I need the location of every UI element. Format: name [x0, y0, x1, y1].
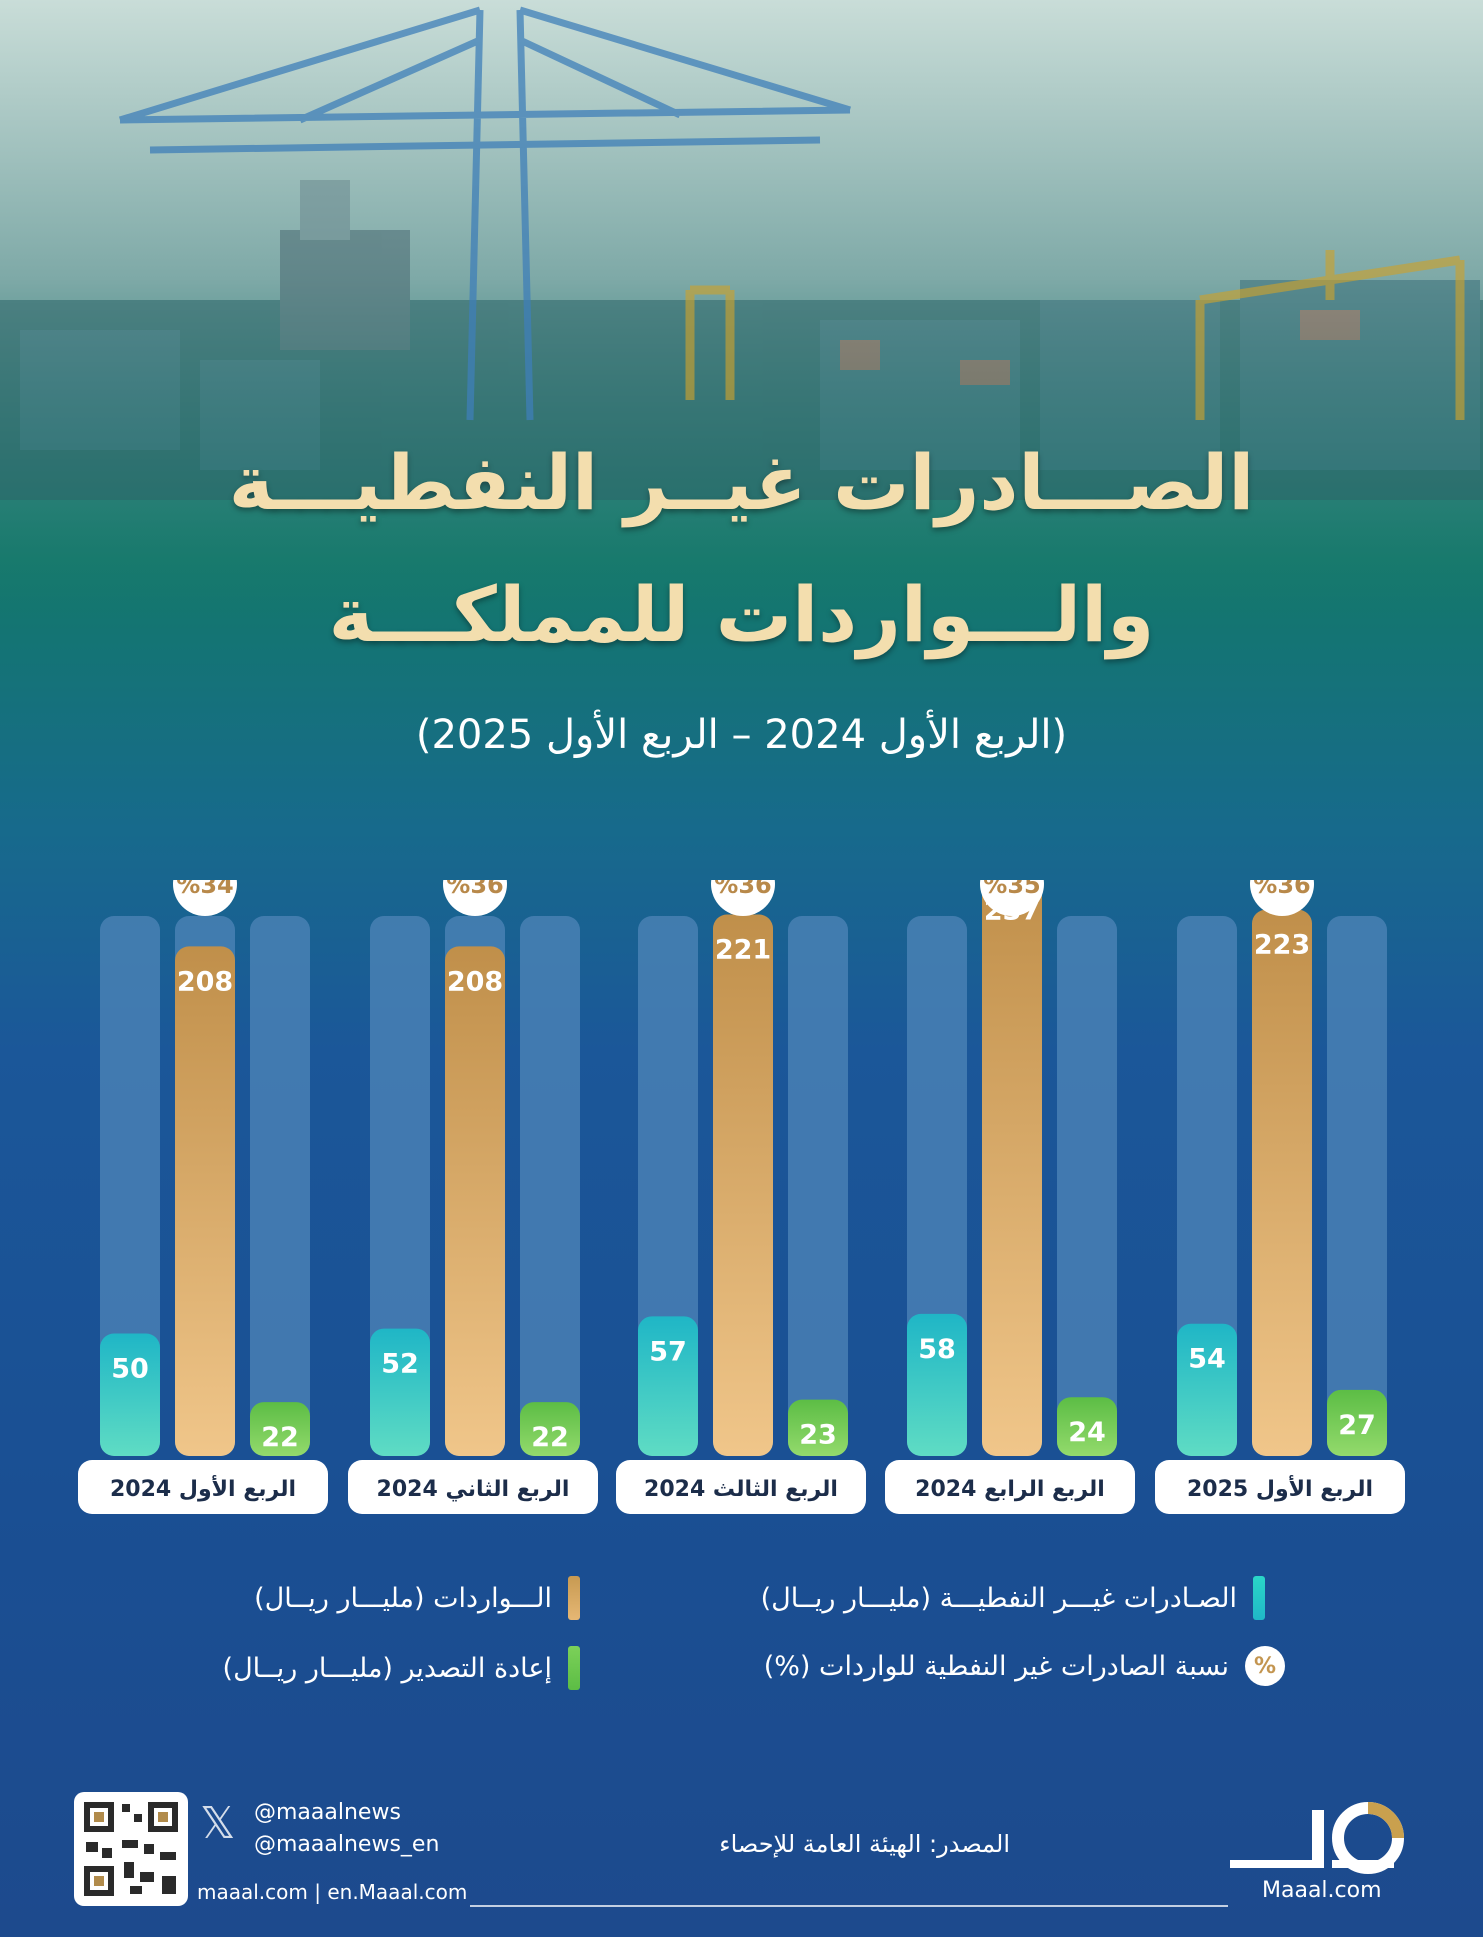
bar-reexports — [250, 1402, 310, 1456]
handle-ar[interactable]: @maaalnews — [254, 1800, 401, 1825]
category-pill — [78, 1460, 328, 1514]
data-label-reexports: 22 — [261, 1422, 299, 1453]
ratio-badge — [980, 880, 1044, 916]
port-background-illustration — [0, 0, 1483, 620]
title-line-2: والـــواردات للمملكـــة — [328, 570, 1155, 659]
bar-track — [1327, 916, 1387, 1456]
ratio-badge — [711, 880, 775, 916]
bar-track — [520, 916, 580, 1456]
footer-divider — [470, 1905, 1228, 1907]
legend-exports-label: الصـادرات غيـــر النفطيـــة (مليـــار ري… — [760, 1582, 1237, 1614]
bar-imports — [713, 914, 773, 1456]
data-label-imports: 208 — [447, 966, 503, 997]
bar-exports — [907, 1313, 967, 1456]
category-pill — [1155, 1460, 1405, 1514]
category-pill — [885, 1460, 1135, 1514]
bar-imports — [1252, 909, 1312, 1456]
data-label-reexports: 27 — [1338, 1410, 1376, 1441]
data-label-exports: 52 — [381, 1349, 419, 1380]
ratio-badge — [173, 880, 237, 916]
legend-ratio: % نسبة الصادرات غير النفطية للواردات (%) — [740, 1646, 1285, 1686]
ratio-badge — [1250, 880, 1314, 916]
bar-imports — [982, 880, 1042, 1456]
legend-imports-label: الـــواردات (مليـــار ريــال) — [254, 1582, 552, 1614]
bar-track — [370, 916, 430, 1456]
data-label-exports: 57 — [649, 1336, 687, 1367]
ratio-label: %36 — [1253, 880, 1310, 899]
category-pill — [348, 1460, 598, 1514]
ratio-badge — [443, 880, 507, 916]
bar-reexports — [1327, 1389, 1387, 1456]
legend-imports-swatch — [568, 1576, 580, 1620]
bar-exports — [1177, 1323, 1237, 1456]
data-label-imports: 223 — [1254, 930, 1310, 961]
legend-exports-swatch — [1253, 1576, 1265, 1620]
data-label-exports: 50 — [111, 1354, 149, 1385]
data-label-exports: 54 — [1188, 1344, 1226, 1375]
bar-reexports — [520, 1402, 580, 1456]
category-label: الربع الثاني 2024 — [377, 1477, 570, 1502]
data-label-imports: 208 — [177, 966, 233, 997]
bar-exports — [370, 1328, 430, 1456]
legend-reexports: إعادة التصدير (مليـــار ريــال) — [220, 1646, 580, 1690]
bar-track — [250, 916, 310, 1456]
category-label: الربع الأول 2024 — [110, 1474, 296, 1502]
bar-track — [1057, 916, 1117, 1456]
bar-exports — [100, 1333, 160, 1456]
data-label-reexports: 24 — [1068, 1417, 1106, 1448]
legend-reexports-label: إعادة التصدير (مليـــار ريــال) — [222, 1652, 552, 1684]
bar-track — [1177, 916, 1237, 1456]
bar-imports — [445, 946, 505, 1456]
maaal-logo-icon — [1230, 1802, 1404, 1874]
ratio-label: %36 — [714, 880, 771, 899]
title-line-1: الصـــادرات غيــر النفطيـــة — [228, 438, 1255, 527]
bar-reexports — [1057, 1397, 1117, 1456]
bar-chart: 50 208 22 %34 الربع الأول 2024 52 208 22 %36 الرب… — [78, 880, 1405, 1514]
bar-exports — [638, 1316, 698, 1456]
category-label: الربع الرابع 2024 — [915, 1477, 1105, 1502]
x-logo-icon: 𝕏 — [200, 1798, 236, 1849]
data-label-exports: 58 — [918, 1334, 956, 1365]
data-label-reexports: 23 — [799, 1420, 837, 1451]
source-note: المصدر: الهيئة العامة للإحصاء — [719, 1830, 1010, 1858]
bar-reexports — [788, 1399, 848, 1456]
data-label-reexports: 22 — [531, 1422, 569, 1453]
legend-exports: الصـادرات غيـــر النفطيـــة (مليـــار ري… — [740, 1576, 1265, 1620]
legend-ratio-label: نسبة الصادرات غير النفطية للواردات (%) — [763, 1650, 1229, 1682]
legend-imports: الـــواردات (مليـــار ريــال) — [220, 1576, 580, 1620]
ratio-label: %35 — [983, 880, 1040, 899]
site-links[interactable]: maaal.com | en.Maaal.com — [197, 1880, 468, 1904]
ratio-label: %36 — [446, 880, 503, 899]
legend-reexports-swatch — [568, 1646, 580, 1690]
category-pill — [616, 1460, 866, 1514]
bar-track — [788, 916, 848, 1456]
data-label-imports: 221 — [715, 935, 771, 966]
qr-code-icon — [74, 1792, 188, 1906]
bar-imports — [175, 946, 235, 1456]
subtitle: (الربع الأول 2024 – الربع الأول 2025) — [415, 712, 1068, 758]
bar-track — [100, 916, 160, 1456]
handle-en[interactable]: @maaalnews_en — [254, 1832, 440, 1857]
ratio-label: %34 — [176, 880, 233, 899]
category-label: الربع الثالث 2024 — [644, 1477, 838, 1502]
logo-url[interactable]: Maaal.com — [1262, 1878, 1382, 1903]
category-label: الربع الأول 2025 — [1187, 1474, 1373, 1502]
percent-icon: % — [1245, 1646, 1285, 1686]
